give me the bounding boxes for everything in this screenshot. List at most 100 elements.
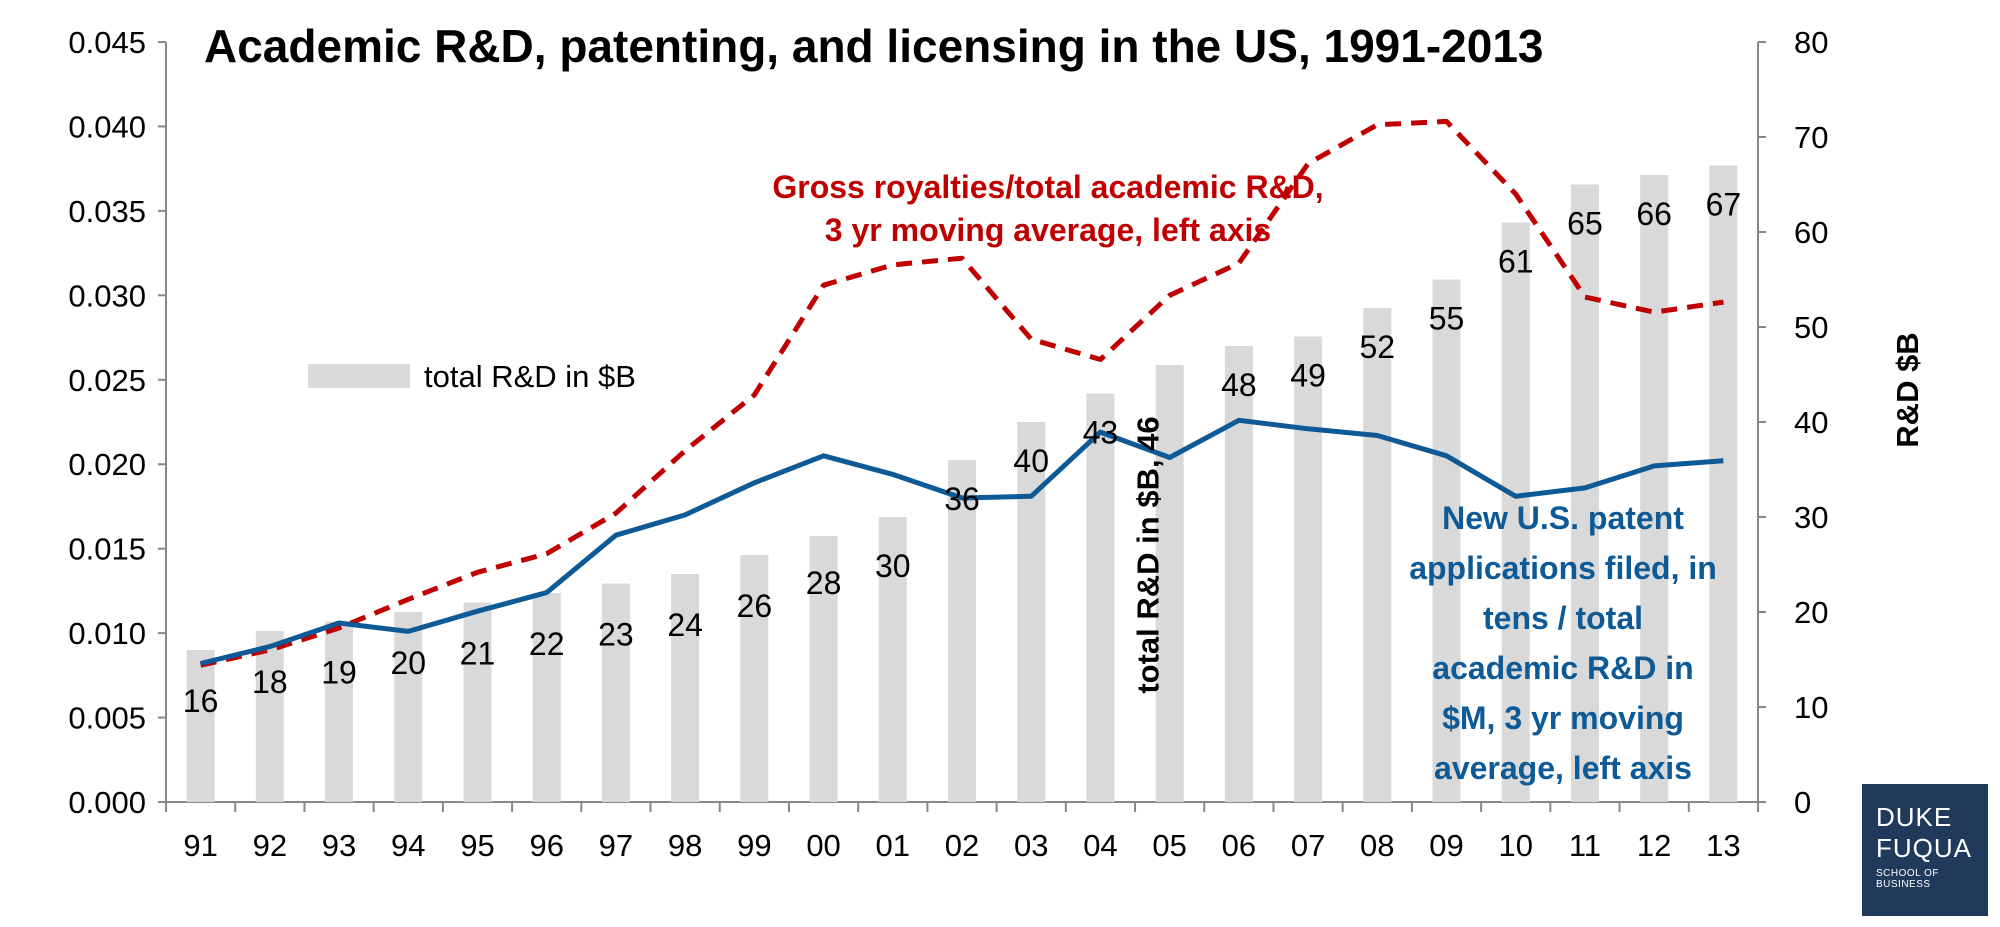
bar-94 bbox=[394, 612, 423, 802]
patents-line bbox=[200, 417, 1724, 666]
x-tick-label: 07 bbox=[1291, 828, 1325, 863]
bar-label-13: 67 bbox=[1706, 187, 1742, 223]
bar-label-99: 26 bbox=[737, 588, 773, 624]
left-tick-label: 0.015 bbox=[68, 532, 146, 567]
left-tick-label: 0.005 bbox=[68, 701, 146, 736]
patents-annotation-line: tens / total bbox=[1483, 600, 1643, 636]
x-tick-label: 13 bbox=[1706, 828, 1740, 863]
patents-annotation-line: New U.S. patent bbox=[1442, 500, 1684, 536]
left-tick-label: 0.025 bbox=[68, 363, 146, 398]
legend-swatch bbox=[308, 364, 410, 388]
patents-annotation-line: average, left axis bbox=[1434, 750, 1692, 786]
left-tick-label: 0.010 bbox=[68, 616, 146, 651]
bar-label-01: 30 bbox=[875, 548, 911, 584]
x-tick-label: 96 bbox=[529, 828, 563, 863]
bar-02 bbox=[948, 460, 976, 802]
x-tick-label: 04 bbox=[1083, 828, 1117, 863]
bar-label-91: 16 bbox=[183, 683, 219, 719]
bar-label-04: 43 bbox=[1083, 415, 1119, 451]
royalties-annotation-line: Gross royalties/total academic R&D, bbox=[772, 169, 1323, 205]
bar-label-05: total R&D in $B, 46 bbox=[1131, 416, 1166, 693]
x-tick-label: 95 bbox=[460, 828, 494, 863]
chart-title: Academic R&D, patenting, and licensing i… bbox=[204, 20, 1543, 72]
bar-label-95: 21 bbox=[460, 636, 496, 672]
x-tick-label: 11 bbox=[1569, 828, 1601, 863]
right-tick-label: 30 bbox=[1794, 500, 1828, 535]
bar-06 bbox=[1224, 346, 1253, 802]
x-tick-label: 97 bbox=[599, 828, 633, 863]
x-tick-label: 91 bbox=[183, 828, 217, 863]
data-labels: 16 18 19 20 21 22 23 24 26 28 30 36 40 43 total R&D in… bbox=[183, 187, 1741, 720]
x-tick-label: 93 bbox=[322, 828, 356, 863]
right-tick-label: 40 bbox=[1794, 405, 1828, 440]
x-tick-label: 01 bbox=[876, 828, 910, 863]
bar-00 bbox=[809, 536, 838, 802]
bar-label-09: 55 bbox=[1429, 301, 1465, 337]
right-tick-label: 50 bbox=[1794, 310, 1828, 345]
x-tick-label: 08 bbox=[1360, 828, 1394, 863]
right-tick-label: 80 bbox=[1794, 25, 1828, 60]
bar-label-92: 18 bbox=[252, 664, 288, 700]
bar-label-97: 23 bbox=[598, 617, 634, 653]
right-axis-title: R&D $B bbox=[1890, 332, 1925, 447]
right-tick-label: 60 bbox=[1794, 215, 1828, 250]
bar-10 bbox=[1501, 222, 1530, 802]
right-tick-label: 20 bbox=[1794, 595, 1828, 630]
logo-line-duke: DUKE bbox=[1876, 802, 1953, 832]
left-tick-label: 0.020 bbox=[68, 447, 146, 482]
x-tick-label: 98 bbox=[668, 828, 702, 863]
legend-label: total R&D in $B bbox=[424, 359, 636, 394]
bar-label-11: 65 bbox=[1567, 206, 1603, 242]
x-tick-label: 05 bbox=[1152, 828, 1186, 863]
royalties-annotation-line: 3 yr moving average, left axis bbox=[825, 212, 1271, 248]
right-tick-label: 10 bbox=[1794, 690, 1828, 725]
patents-annotation-line: $M, 3 yr moving bbox=[1442, 700, 1684, 736]
bar-label-00: 28 bbox=[806, 565, 842, 601]
bar-label-07: 49 bbox=[1290, 358, 1326, 394]
axes: 0.000 0.005 0.010 0.015 0.020 0.025 0.030 0.035… bbox=[68, 25, 1925, 863]
bar-05 bbox=[1155, 365, 1184, 802]
x-tick-label: 99 bbox=[737, 828, 771, 863]
bar-07 bbox=[1294, 336, 1323, 802]
x-tick-label: 92 bbox=[253, 828, 287, 863]
bar-95 bbox=[463, 602, 492, 802]
patents-annotation-line: academic R&D in bbox=[1432, 650, 1693, 686]
bar-04 bbox=[1086, 393, 1115, 802]
left-tick-label: 0.035 bbox=[68, 194, 146, 229]
royalties-line bbox=[200, 118, 1724, 668]
bar-97 bbox=[601, 583, 630, 802]
bar-92 bbox=[255, 631, 284, 802]
left-tick-label: 0.045 bbox=[68, 25, 146, 60]
logo-line-fuqua: FUQUA bbox=[1876, 833, 1972, 863]
bar-series bbox=[186, 165, 1738, 802]
x-tick-label: 06 bbox=[1222, 828, 1256, 863]
x-tick-label: 94 bbox=[391, 828, 425, 863]
bar-label-02: 36 bbox=[944, 481, 980, 517]
left-tick-label: 0.030 bbox=[68, 278, 146, 313]
bar-09 bbox=[1432, 279, 1461, 802]
bar-13 bbox=[1709, 165, 1738, 802]
bar-08 bbox=[1363, 308, 1392, 802]
x-tick-label: 12 bbox=[1637, 828, 1671, 863]
bar-label-96: 22 bbox=[529, 626, 565, 662]
left-tick-label: 0.000 bbox=[68, 785, 146, 820]
patents-annotation-line: applications filed, in bbox=[1409, 550, 1717, 586]
bar-93 bbox=[325, 621, 354, 802]
right-tick-label: 0 bbox=[1794, 785, 1811, 820]
x-tick-label: 10 bbox=[1498, 828, 1532, 863]
bar-label-08: 52 bbox=[1360, 329, 1396, 365]
duke-fuqua-logo: DUKE FUQUA SCHOOL OF BUSINESS bbox=[1862, 784, 1988, 916]
annotations: Gross royalties/total academic R&D, 3 yr … bbox=[772, 169, 1716, 786]
bar-98 bbox=[671, 574, 700, 802]
left-tick-label: 0.040 bbox=[68, 109, 146, 144]
bar-91 bbox=[186, 650, 215, 802]
bar-label-98: 24 bbox=[667, 607, 703, 643]
x-tick-label: 00 bbox=[806, 828, 840, 863]
logo-line-school: SCHOOL OF BUSINESS bbox=[1876, 868, 1940, 890]
bar-12 bbox=[1640, 175, 1669, 802]
bar-label-03: 40 bbox=[1013, 443, 1049, 479]
x-tick-label: 02 bbox=[945, 828, 979, 863]
bar-label-10: 61 bbox=[1498, 244, 1534, 280]
bar-label-12: 66 bbox=[1636, 196, 1672, 232]
line-series bbox=[200, 118, 1724, 668]
